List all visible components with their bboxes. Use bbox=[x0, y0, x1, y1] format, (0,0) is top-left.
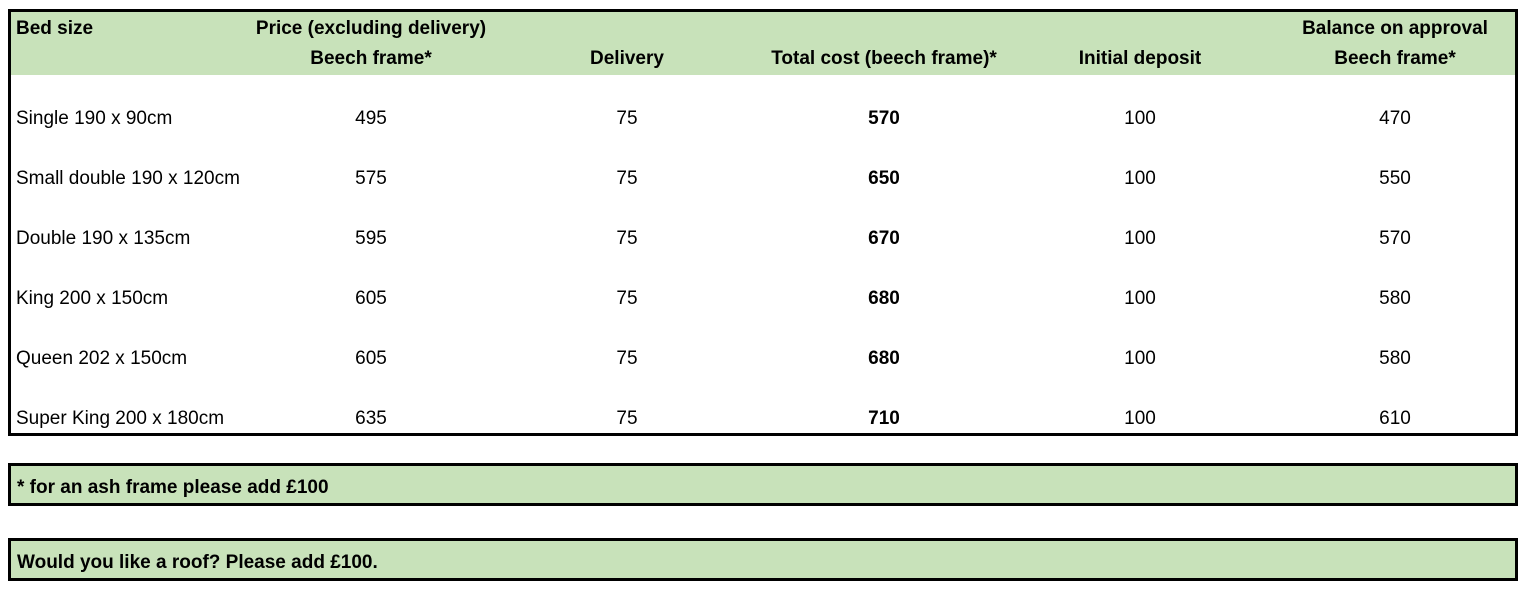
total-cost-cell: 710 bbox=[868, 408, 900, 429]
price-cell: 635 bbox=[355, 408, 387, 429]
roof-note: Would you like a roof? Please add £100. bbox=[8, 538, 1518, 581]
header-total-cost: Total cost (beech frame)* bbox=[771, 48, 997, 69]
balance-cell: 610 bbox=[1379, 408, 1411, 429]
price-cell: 495 bbox=[355, 108, 387, 129]
delivery-cell: 75 bbox=[616, 168, 638, 189]
delivery-cell: 75 bbox=[616, 108, 638, 129]
header-balance-line2: Beech frame* bbox=[1334, 48, 1456, 69]
bed-size-cell: Queen 202 x 150cm bbox=[16, 348, 188, 369]
bed-size-cell: Small double 190 x 120cm bbox=[16, 168, 240, 189]
total-cost-cell: 680 bbox=[868, 348, 900, 369]
price-cell: 605 bbox=[355, 348, 387, 369]
balance-cell: 570 bbox=[1379, 228, 1411, 249]
total-cost-cell: 680 bbox=[868, 288, 900, 309]
price-cell: 605 bbox=[355, 288, 387, 309]
price-table: Bed size Price (excluding delivery) Beec… bbox=[8, 9, 1518, 436]
ash-frame-note-text: * for an ash frame please add £100 bbox=[17, 477, 329, 498]
header-balance-line1: Balance on approval bbox=[1302, 18, 1488, 39]
deposit-cell: 100 bbox=[1124, 408, 1156, 429]
delivery-cell: 75 bbox=[616, 228, 638, 249]
deposit-cell: 100 bbox=[1124, 168, 1156, 189]
header-initial-deposit: Initial deposit bbox=[1078, 48, 1202, 69]
balance-cell: 470 bbox=[1379, 108, 1411, 129]
header-price-line2: Beech frame* bbox=[310, 48, 432, 69]
table-header bbox=[11, 12, 1515, 75]
price-cell: 595 bbox=[355, 228, 387, 249]
balance-cell: 580 bbox=[1379, 348, 1411, 369]
deposit-cell: 100 bbox=[1124, 228, 1156, 249]
header-price-line1: Price (excluding delivery) bbox=[255, 18, 487, 39]
delivery-cell: 75 bbox=[616, 288, 638, 309]
bed-size-cell: King 200 x 150cm bbox=[16, 288, 169, 309]
price-cell: 575 bbox=[355, 168, 387, 189]
ash-frame-note: * for an ash frame please add £100 bbox=[8, 463, 1518, 506]
delivery-cell: 75 bbox=[616, 348, 638, 369]
balance-cell: 550 bbox=[1379, 168, 1411, 189]
header-bed-size: Bed size bbox=[16, 18, 94, 39]
deposit-cell: 100 bbox=[1124, 108, 1156, 129]
total-cost-cell: 670 bbox=[868, 228, 900, 249]
roof-note-text: Would you like a roof? Please add £100. bbox=[17, 552, 378, 573]
header-delivery: Delivery bbox=[590, 48, 664, 69]
total-cost-cell: 650 bbox=[868, 168, 900, 189]
bed-size-cell: Double 190 x 135cm bbox=[16, 228, 191, 249]
deposit-cell: 100 bbox=[1124, 348, 1156, 369]
balance-cell: 580 bbox=[1379, 288, 1411, 309]
delivery-cell: 75 bbox=[616, 408, 638, 429]
total-cost-cell: 570 bbox=[868, 108, 900, 129]
deposit-cell: 100 bbox=[1124, 288, 1156, 309]
bed-size-cell: Super King 200 x 180cm bbox=[16, 408, 225, 429]
bed-size-cell: Single 190 x 90cm bbox=[16, 108, 173, 129]
